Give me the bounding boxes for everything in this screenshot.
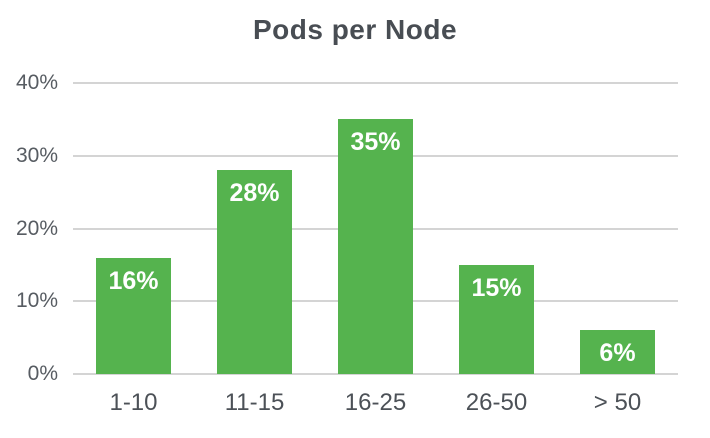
bar-value-label: 16% [108,266,159,295]
bar-slot: 16% [73,83,194,374]
y-tick-label: 20% [15,216,58,240]
bar-slot: 35% [315,83,436,374]
chart-title: Pods per Node [252,14,458,45]
bar-11-15: 28% [217,170,292,374]
x-tick-label: > 50 [593,389,642,416]
x-tick-label: 1-10 [109,389,158,416]
x-axis: 1-10 11-15 16-25 26-50 > 50 [73,389,678,417]
x-tick-label: 16-25 [344,389,407,416]
bar-1-10: 16% [96,257,171,374]
gridline-40 [73,82,678,84]
bar-16-25: 35% [338,119,413,374]
bars-row: 16% 28% 35% 15% 6% [73,83,678,374]
bar-> 50: 6% [580,330,655,374]
bar-value-label: 28% [229,179,280,208]
y-tick-label: 10% [15,289,58,313]
gridline-0 [73,373,678,375]
x-tick-label: 26-50 [465,389,528,416]
bar-slot: 28% [194,83,315,374]
bar-slot: 6% [557,83,678,374]
bar-slot: 15% [436,83,557,374]
bar-26-50: 15% [459,264,534,374]
bar-value-label: 15% [471,273,522,302]
x-tick-label: 11-15 [224,389,285,416]
y-tick-label: 30% [15,143,58,167]
y-axis: 0% 10% 20% 30% 40% [0,71,58,385]
plot-area: 16% 28% 35% 15% 6% [73,82,678,375]
y-tick-label: 0% [27,362,58,385]
bar-value-label: 6% [599,339,636,368]
bar-value-label: 35% [350,128,401,157]
y-tick-label: 40% [15,71,58,94]
